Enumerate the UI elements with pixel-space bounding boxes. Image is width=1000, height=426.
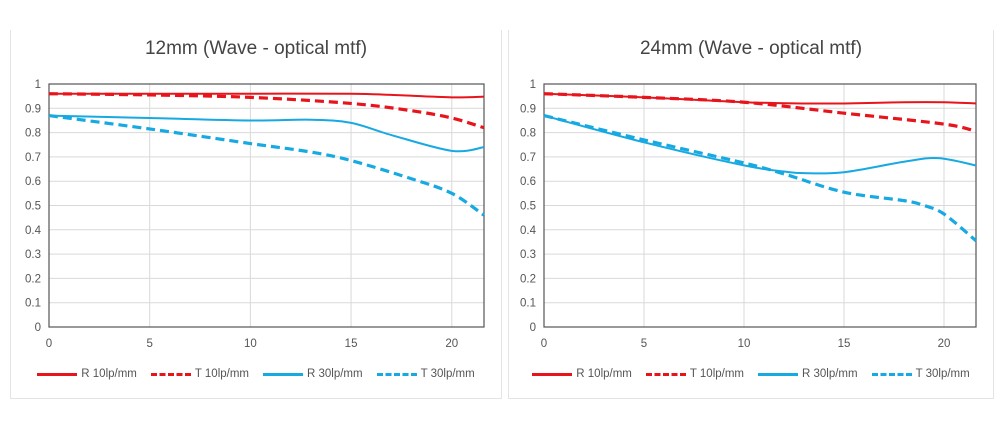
- x-tick-label: 5: [146, 338, 152, 350]
- x-tick-label: 10: [738, 338, 751, 350]
- y-tick-label: 0.7: [25, 152, 41, 164]
- legend-label: R 10lp/mm: [576, 368, 632, 380]
- legend-swatch: [150, 372, 191, 376]
- legend-label: T 10lp/mm: [194, 368, 249, 380]
- y-tick-label: 0.8: [520, 128, 536, 140]
- plot-area: 00.10.20.30.40.50.60.70.80.910 5 10 15 20: [520, 79, 978, 350]
- legend-swatch: [758, 372, 798, 376]
- y-tick-label: 0.4: [25, 225, 42, 237]
- plot-area: 00.10.20.30.40.50.60.70.80.910 5 10 15 20: [25, 79, 485, 350]
- series-line-r-30lp-mm: [48, 114, 485, 153]
- legend-item: R 10lp/mm: [532, 368, 632, 380]
- legend-item: T 30lp/mm: [376, 368, 475, 380]
- x-tick-label: 0: [46, 338, 52, 350]
- legend-swatch: [871, 372, 912, 376]
- y-tick-label: 0.1: [520, 298, 536, 310]
- legend-label: T 30lp/mm: [420, 368, 475, 380]
- legend-swatch: [645, 372, 686, 376]
- y-tick-label: 0.6: [25, 176, 41, 188]
- series-line-r-10lp-mm: [48, 92, 485, 99]
- y-tick-label: 0.3: [25, 249, 41, 261]
- legend-swatch: [532, 372, 573, 376]
- series-line-t-30lp-mm: [543, 114, 978, 242]
- chart-title: 24mm (Wave - optical mtf): [639, 38, 863, 59]
- legend-item: T 30lp/mm: [871, 368, 970, 380]
- y-tick-label: 0: [35, 322, 41, 334]
- chart-panel-12mm: 12mm (Wave - optical mtf) 0 0.1 0.2 0.3 0.4 0…: [10, 30, 502, 399]
- x-tick-label: 15: [838, 338, 851, 350]
- legend-item: R 30lp/mm: [758, 368, 858, 380]
- x-tick-label: 5: [641, 338, 647, 350]
- y-tick-label: 0.3: [520, 249, 536, 261]
- legend-label: R 10lp/mm: [81, 368, 137, 380]
- x-tick-label: 20: [938, 338, 951, 350]
- y-tick-label: 0.6: [520, 176, 536, 188]
- x-tick-label: 20: [445, 338, 458, 350]
- y-tick-label: 0.7: [520, 152, 536, 164]
- y-tick-label: 0.9: [520, 103, 536, 115]
- y-tick-label: 0.2: [520, 273, 536, 285]
- series-line-t-10lp-mm: [543, 92, 977, 133]
- legend: R 10lp/mm T 10lp/mm R 30lp/mm T 30lp/mm: [11, 368, 501, 380]
- y-tick-label: 0.5: [520, 201, 536, 213]
- series-line-r-30lp-mm: [543, 114, 977, 175]
- chart-panel-24mm: 24mm (Wave - optical mtf) 0 0.1 0.2 0.3 0.4 0…: [508, 30, 994, 399]
- legend-item: R 10lp/mm: [37, 368, 137, 380]
- legend-swatch: [37, 372, 78, 376]
- y-tick-label: 1: [35, 79, 41, 91]
- x-tick-label: 10: [244, 338, 257, 350]
- series-line-t-10lp-mm: [48, 92, 485, 130]
- legend-label: R 30lp/mm: [307, 368, 363, 380]
- legend-swatch: [376, 372, 417, 376]
- y-tick-label: 0.9: [25, 103, 41, 115]
- legend-item: T 10lp/mm: [645, 368, 744, 380]
- y-tick-label: 1: [530, 79, 536, 91]
- plot-border: [543, 83, 977, 328]
- y-tick-label: 0.4: [520, 225, 537, 237]
- legend-label: R 30lp/mm: [802, 368, 858, 380]
- legend-label: T 10lp/mm: [689, 368, 744, 380]
- legend-label: T 30lp/mm: [915, 368, 970, 380]
- y-tick-label: 0.2: [25, 273, 41, 285]
- legend: R 10lp/mm T 10lp/mm R 30lp/mm T 30lp/mm: [509, 368, 993, 380]
- y-tick-label: 0: [530, 322, 536, 334]
- y-tick-label: 0.1: [25, 298, 41, 310]
- legend-item: T 10lp/mm: [150, 368, 249, 380]
- series-line-t-30lp-mm: [48, 114, 485, 217]
- x-tick-label: 15: [345, 338, 358, 350]
- legend-swatch: [263, 372, 303, 376]
- chart-title: 12mm (Wave - optical mtf): [144, 38, 368, 59]
- y-tick-label: 0.8: [25, 128, 41, 140]
- legend-item: R 30lp/mm: [263, 368, 363, 380]
- x-tick-label: 0: [541, 338, 547, 350]
- y-tick-label: 0.5: [25, 201, 41, 213]
- plot-border: [48, 83, 485, 328]
